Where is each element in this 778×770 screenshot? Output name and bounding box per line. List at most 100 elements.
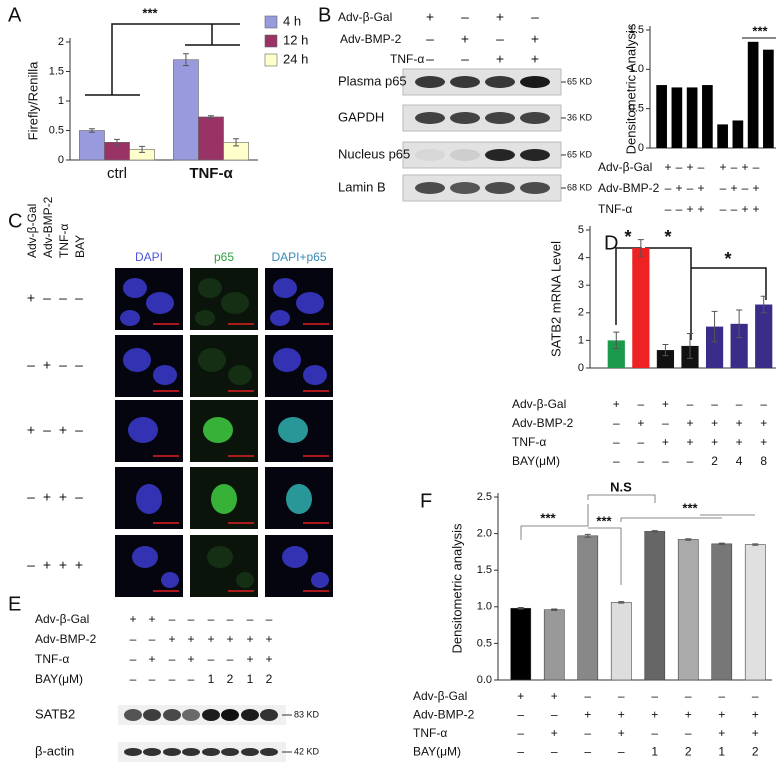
nucleus bbox=[123, 278, 147, 298]
y-tick-label: 1 bbox=[578, 334, 584, 346]
condition-mark: 1 bbox=[208, 672, 215, 686]
condition-mark: – bbox=[731, 202, 738, 216]
column-header: Adv-β-Gal bbox=[25, 204, 39, 258]
condition-mark: + bbox=[27, 290, 35, 306]
band bbox=[450, 182, 480, 194]
bar bbox=[610, 602, 632, 681]
condition-mark: – bbox=[227, 652, 234, 666]
condition-mark: – bbox=[638, 435, 645, 449]
y-axis-title: SATB2 mRNA Level bbox=[548, 241, 563, 357]
panel-label: E bbox=[8, 593, 21, 615]
condition-mark: – bbox=[188, 612, 195, 626]
condition-mark: 2 bbox=[685, 745, 692, 759]
condition-mark: – bbox=[59, 357, 67, 373]
y-tick-label: 0.5 bbox=[629, 103, 644, 115]
condition-mark: + bbox=[736, 416, 743, 430]
y-tick-label: 3 bbox=[578, 279, 584, 291]
condition-mark: – bbox=[27, 557, 35, 573]
blot-label: SATB2 bbox=[35, 706, 75, 721]
condition-mark: – bbox=[517, 726, 524, 740]
condition-mark: + bbox=[664, 160, 671, 174]
condition-mark: 8 bbox=[760, 454, 767, 468]
blot-label: Lamin B bbox=[338, 179, 386, 194]
condition-mark: + bbox=[531, 31, 539, 47]
error-bar bbox=[551, 608, 558, 611]
image-header: DAPI bbox=[135, 250, 163, 264]
band bbox=[241, 748, 259, 756]
condition-mark: – bbox=[676, 202, 683, 216]
condition-mark: + bbox=[148, 612, 155, 626]
band bbox=[450, 76, 480, 88]
band bbox=[202, 748, 220, 756]
condition-mark: + bbox=[752, 708, 759, 722]
bar bbox=[717, 124, 728, 148]
condition-mark: + bbox=[43, 357, 51, 373]
bar bbox=[577, 535, 599, 681]
bar bbox=[732, 120, 744, 148]
condition-mark: + bbox=[686, 416, 693, 430]
y-tick-label: 2.5 bbox=[477, 491, 492, 503]
band bbox=[450, 112, 480, 124]
condition-mark: – bbox=[208, 652, 215, 666]
condition-mark: + bbox=[741, 160, 748, 174]
band bbox=[202, 709, 220, 721]
nucleus bbox=[132, 546, 158, 568]
annotation: *** bbox=[682, 500, 698, 515]
error-bar bbox=[711, 310, 718, 343]
condition-label: TNF-α bbox=[512, 435, 546, 449]
annotation: * bbox=[664, 227, 671, 247]
condition-mark: – bbox=[613, 416, 620, 430]
band bbox=[143, 748, 161, 756]
condition-mark: – bbox=[613, 435, 620, 449]
column-header: BAY bbox=[73, 235, 87, 258]
condition-mark: + bbox=[760, 435, 767, 449]
condition-label: Adv-BMP-2 bbox=[413, 708, 475, 722]
legend-label: 12 h bbox=[283, 32, 308, 47]
condition-mark: – bbox=[551, 745, 558, 759]
condition-label: BAY(μM) bbox=[512, 454, 560, 468]
condition-mark: – bbox=[208, 612, 215, 626]
condition-mark: 1 bbox=[247, 672, 254, 686]
condition-mark: – bbox=[149, 632, 156, 646]
nucleus bbox=[270, 310, 290, 326]
error-bar bbox=[88, 128, 95, 133]
bar bbox=[607, 340, 625, 368]
condition-mark: + bbox=[718, 708, 725, 722]
condition-mark: – bbox=[75, 290, 83, 306]
band bbox=[124, 748, 142, 756]
condition-mark: – bbox=[584, 745, 591, 759]
band bbox=[520, 76, 550, 88]
size-label: 68 KD bbox=[567, 182, 593, 192]
condition-mark: + bbox=[59, 557, 67, 573]
condition-mark: + bbox=[531, 51, 539, 67]
nucleus bbox=[211, 484, 237, 514]
condition-mark: 1 bbox=[718, 745, 725, 759]
condition-mark: + bbox=[496, 51, 504, 67]
band bbox=[520, 112, 550, 124]
image-header: p65 bbox=[214, 250, 234, 264]
error-bar bbox=[517, 607, 524, 610]
bar bbox=[747, 41, 759, 148]
blot-label: Plasma p65 bbox=[338, 73, 407, 88]
condition-mark: – bbox=[169, 612, 176, 626]
condition-mark: – bbox=[266, 612, 273, 626]
condition-mark: + bbox=[59, 422, 67, 438]
condition-mark: + bbox=[686, 160, 693, 174]
condition-mark: + bbox=[187, 632, 194, 646]
condition-mark: – bbox=[461, 51, 469, 67]
condition-mark: + bbox=[662, 435, 669, 449]
condition-label: Adv-BMP-2 bbox=[35, 632, 97, 646]
condition-mark: – bbox=[665, 181, 672, 195]
condition-mark: + bbox=[618, 726, 625, 740]
condition-mark: 2 bbox=[266, 672, 273, 686]
y-tick-label: 1.5 bbox=[629, 24, 644, 36]
band bbox=[415, 182, 445, 194]
annotation: *** bbox=[752, 23, 768, 38]
bar bbox=[744, 544, 766, 681]
condition-mark: + bbox=[685, 708, 692, 722]
condition-mark: + bbox=[651, 708, 658, 722]
condition-mark: – bbox=[130, 632, 137, 646]
nucleus bbox=[236, 572, 254, 588]
condition-mark: + bbox=[75, 557, 83, 573]
condition-label: Adv-β-Gal bbox=[338, 10, 392, 24]
